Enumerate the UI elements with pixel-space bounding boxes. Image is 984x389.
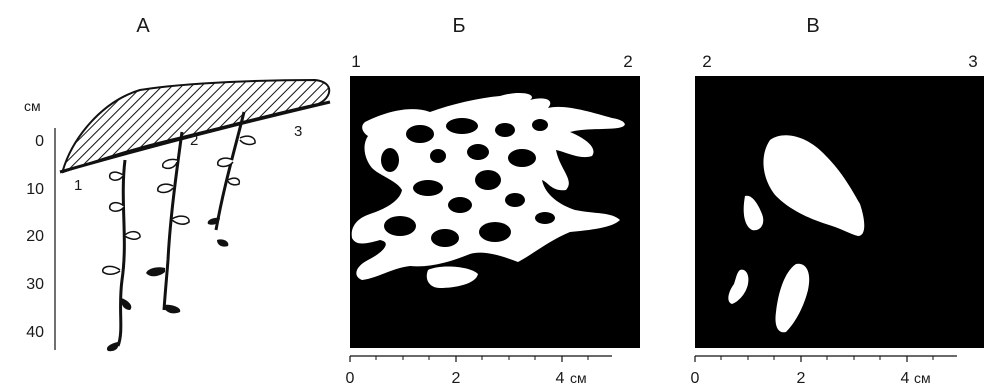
plant-label-2: 2 (190, 132, 198, 149)
panel-c-x-unit: см (914, 370, 931, 386)
small-white-blob-2 (728, 269, 749, 304)
panel-b-x-unit: см (570, 370, 587, 386)
panel-c-title: В (806, 15, 819, 37)
panel-b-x-axis: 0 2 4 см (346, 355, 612, 387)
small-white-blob-1 (743, 195, 764, 231)
panel-c-corner-right: 3 (968, 52, 977, 71)
panel-c: В 2 3 0 2 4 см (691, 15, 984, 387)
depth-axis: см 0 10 20 30 40 (24, 98, 56, 350)
panel-c-x-axis: 0 2 4 см (691, 355, 957, 387)
panel-c-x-tick-4: 4 (901, 370, 910, 387)
depth-tick-label-3: 30 (26, 276, 44, 293)
network-holes (381, 118, 555, 247)
depth-tick-label-2: 20 (26, 228, 44, 245)
rhizome-2-icon (146, 131, 190, 314)
panel-b-corner-left: 1 (351, 52, 360, 71)
rhizome-3-icon (207, 111, 256, 247)
panel-b-title: Б (452, 15, 465, 37)
panel-c-corner-left: 2 (702, 52, 711, 71)
rhizome-1-icon (102, 159, 141, 352)
hatched-mound-icon (62, 78, 331, 174)
depth-tick-label-0: 0 (35, 133, 44, 150)
panel-c-x-tick-0: 0 (691, 370, 700, 387)
depth-unit-label: см (24, 98, 41, 114)
large-white-blob (763, 135, 865, 236)
panel-b-x-tick-4: 4 (556, 370, 565, 387)
plant-label-1: 1 (74, 177, 82, 194)
panel-b: Б 1 2 (346, 15, 640, 387)
panel-a-title: А (136, 15, 150, 37)
panel-b-x-tick-0: 0 (346, 370, 355, 387)
panel-b-corner-right: 2 (623, 52, 632, 71)
panel-c-x-tick-2: 2 (797, 370, 806, 387)
plant-label-3: 3 (294, 123, 302, 140)
isolated-white-patch (426, 266, 478, 288)
depth-tick-label-1: 10 (26, 181, 44, 198)
elongated-white-blob (775, 263, 810, 333)
ground-line (59, 100, 331, 174)
panel-a: А см 0 10 20 30 40 1 2 3 (24, 15, 331, 352)
panel-b-x-tick-2: 2 (452, 370, 461, 387)
depth-tick-label-4: 40 (26, 324, 44, 341)
